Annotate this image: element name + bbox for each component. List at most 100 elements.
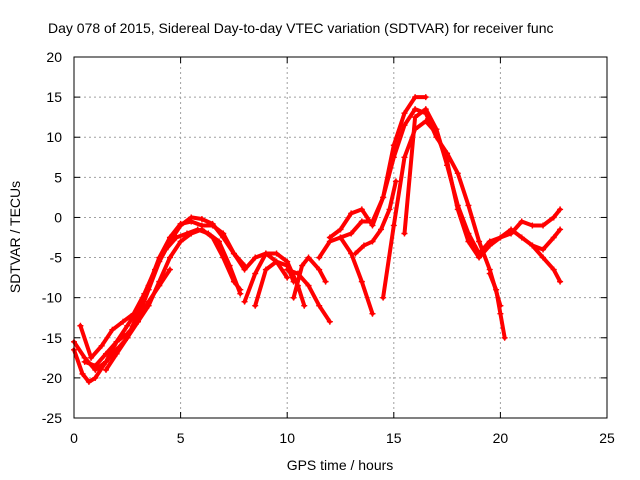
series-track-16 (352, 178, 399, 257)
x-tick-label: 15 (386, 430, 402, 446)
data-point (290, 278, 297, 285)
x-tick-label: 25 (599, 430, 615, 446)
x-tick-label: 20 (493, 430, 509, 446)
data-point (501, 334, 508, 341)
data-point (220, 230, 227, 237)
data-point (173, 234, 180, 241)
data-point (369, 238, 376, 245)
data-point (412, 94, 419, 101)
data-point (540, 222, 547, 229)
data-point (557, 278, 564, 285)
data-point (230, 278, 237, 285)
data-point (358, 278, 365, 285)
data-point (390, 222, 397, 229)
y-tick-label: 10 (46, 129, 62, 145)
data-point (156, 282, 163, 289)
data-point (412, 106, 419, 113)
data-point (444, 162, 451, 169)
data-point (284, 274, 291, 281)
series-line (530, 243, 563, 284)
data-point (81, 358, 88, 365)
data-point (152, 266, 159, 273)
data-point (550, 214, 557, 221)
y-tick-label: 15 (46, 89, 62, 105)
x-tick-label: 10 (279, 430, 295, 446)
data-point (369, 310, 376, 317)
data-point (262, 250, 269, 257)
data-point (252, 254, 259, 261)
data-point (497, 310, 504, 317)
data-point (433, 126, 440, 133)
data-point (337, 226, 344, 233)
plot-frame (73, 56, 608, 419)
data-point (392, 178, 399, 185)
data-point (262, 266, 269, 273)
series-line (353, 179, 398, 256)
data-point (352, 250, 359, 257)
data-point (284, 266, 291, 273)
x-tick-label: 5 (177, 430, 185, 446)
data-point (412, 114, 419, 121)
data-point (230, 250, 237, 257)
data-point (508, 226, 515, 233)
grid-lines (74, 57, 607, 418)
data-point (166, 266, 173, 273)
data-point (188, 218, 195, 225)
data-point (113, 350, 120, 357)
data-point (177, 220, 184, 227)
data-point (198, 226, 205, 233)
data-point (220, 254, 227, 261)
series-track-6 (102, 310, 141, 373)
data-point (486, 238, 493, 245)
data-point (141, 290, 148, 297)
y-tick-label: -5 (50, 250, 63, 266)
data-point (252, 270, 259, 277)
series-line (338, 107, 503, 308)
data-point (92, 374, 99, 381)
data-point (390, 154, 397, 161)
data-point (77, 322, 84, 329)
data-point (465, 230, 472, 237)
data-point (316, 266, 323, 273)
data-point (134, 310, 141, 317)
data-point (109, 326, 116, 333)
data-point (102, 350, 109, 357)
data-point (305, 254, 312, 261)
data-point (497, 234, 504, 241)
data-point (113, 338, 120, 345)
data-point (337, 234, 344, 241)
data-point (316, 302, 323, 309)
data-point (79, 370, 86, 377)
data-point (162, 246, 169, 253)
y-tick-label: -20 (42, 370, 62, 386)
data-point (401, 110, 408, 117)
data-point (348, 230, 355, 237)
data-point (358, 218, 365, 225)
data-point (380, 194, 387, 201)
data-point (301, 302, 308, 309)
data-point (322, 278, 329, 285)
data-point (380, 294, 387, 301)
data-point (454, 202, 461, 209)
data-point (550, 234, 557, 241)
data-point (540, 246, 547, 253)
data-point (316, 254, 323, 261)
data-point (422, 118, 429, 125)
data-point (422, 106, 429, 113)
data-point (299, 262, 306, 269)
data-point (550, 266, 557, 273)
data-point (98, 342, 105, 349)
data-point (454, 170, 461, 177)
data-point (326, 318, 333, 325)
chart-title: Day 078 of 2015, Sidereal Day-to-day VTE… (48, 20, 554, 36)
data-point (369, 218, 376, 225)
series-line (104, 311, 140, 372)
data-point (124, 334, 131, 341)
series-track-17 (486, 270, 508, 341)
data-point (422, 94, 429, 101)
data-point (209, 234, 216, 241)
y-axis-label: SDTVAR / TECUs (7, 181, 23, 293)
data-point (85, 378, 92, 385)
data-point (166, 234, 173, 241)
